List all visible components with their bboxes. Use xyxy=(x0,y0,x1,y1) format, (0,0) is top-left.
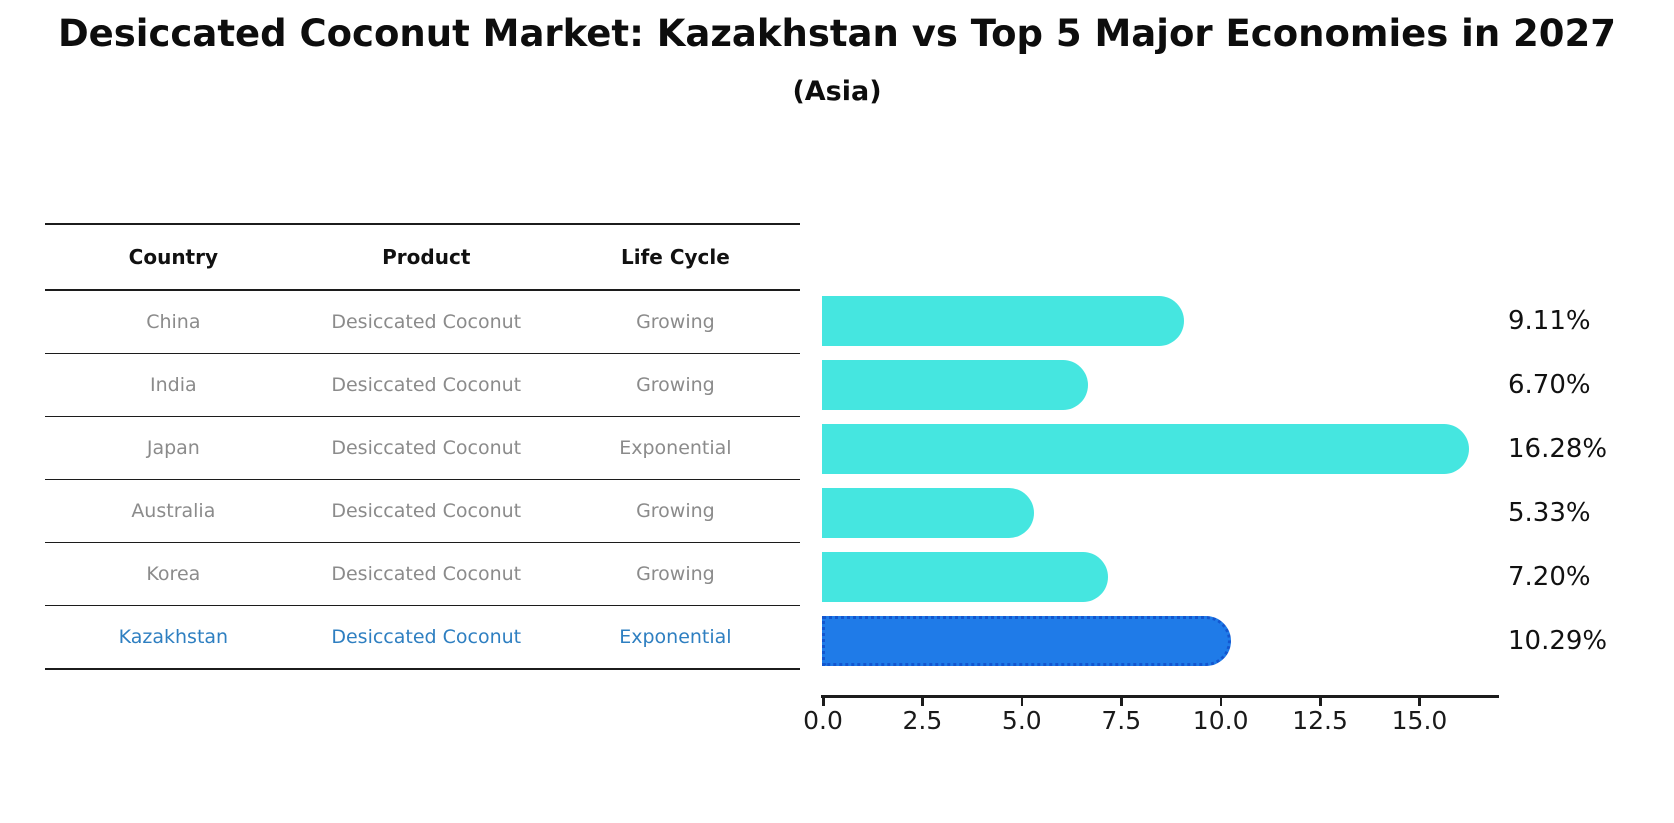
bar-india xyxy=(822,360,1089,410)
table-cell-country: Korea xyxy=(146,563,201,585)
value-label: 16.28% xyxy=(1508,434,1608,464)
x-axis-line xyxy=(821,695,1499,698)
table-cell-lifecycle: Exponential xyxy=(619,437,732,459)
table-cell-product: Desiccated Coconut xyxy=(331,626,522,648)
x-tick xyxy=(921,697,924,706)
bar-row xyxy=(822,609,1498,673)
table-cell-product: Desiccated Coconut xyxy=(331,563,522,585)
bar-row xyxy=(822,545,1498,609)
header-cell-country: Country xyxy=(128,245,219,269)
x-tick xyxy=(822,697,825,706)
bar-row xyxy=(822,353,1498,417)
table-cell-lifecycle: Growing xyxy=(636,374,715,396)
bar-row xyxy=(822,481,1498,545)
value-label: 5.33% xyxy=(1508,498,1591,528)
bar-row xyxy=(822,417,1498,481)
table-cell-product: Desiccated Coconut xyxy=(331,437,522,459)
value-label: 7.20% xyxy=(1508,562,1591,592)
header-cell-lifecycle: Life Cycle xyxy=(620,245,730,269)
table-row: Australia Desiccated Coconut Growing xyxy=(45,480,800,543)
x-tick xyxy=(1020,697,1024,706)
x-tick-label: 0.0 xyxy=(803,706,843,735)
page-title: Desiccated Coconut Market: Kazakhstan vs… xyxy=(57,12,1617,55)
table-cell-lifecycle: Growing xyxy=(636,311,715,333)
table-cell-country: India xyxy=(150,374,197,396)
table-row: Kazakhstan Desiccated Coconut Exponential xyxy=(45,606,800,668)
table-cell-product: Desiccated Coconut xyxy=(331,374,522,396)
table-cell-country: Japan xyxy=(146,437,200,459)
x-tick xyxy=(1120,697,1123,706)
x-tick-label: 2.5 xyxy=(902,706,943,735)
value-label: 6.70% xyxy=(1508,370,1591,400)
value-label: 10.29% xyxy=(1508,626,1608,656)
chart-subtitle: (Asia) xyxy=(792,76,882,107)
x-tick xyxy=(1319,697,1322,706)
x-tick xyxy=(1219,697,1223,706)
x-tick-label: 7.5 xyxy=(1101,706,1142,735)
bar-australia xyxy=(822,488,1034,538)
x-tick-label: 15.0 xyxy=(1391,706,1448,735)
table-row: China Desiccated Coconut Growing xyxy=(45,291,800,354)
table-cell-lifecycle: Exponential xyxy=(619,626,732,648)
table-cell-lifecycle: Growing xyxy=(636,563,715,585)
bar-china xyxy=(822,296,1185,346)
bar-kazakhstan xyxy=(822,616,1232,666)
bar-korea xyxy=(822,552,1109,602)
table-cell-country: China xyxy=(146,311,201,333)
data-table: Country Product Life Cycle China Desiccat… xyxy=(45,223,800,670)
x-tick xyxy=(1418,697,1421,706)
table-row: India Desiccated Coconut Growing xyxy=(45,354,800,417)
value-label: 9.11% xyxy=(1508,306,1591,336)
bar-row xyxy=(822,289,1498,353)
table-cell-country: Kazakhstan xyxy=(118,626,229,648)
table-cell-product: Desiccated Coconut xyxy=(331,500,522,522)
table-header-row: Country Product Life Cycle xyxy=(45,225,800,291)
table-cell-product: Desiccated Coconut xyxy=(331,311,522,333)
x-tick-label: 10.0 xyxy=(1192,706,1249,735)
table-row: Japan Desiccated Coconut Exponential xyxy=(45,417,800,480)
bar-plot-area xyxy=(822,289,1498,673)
table-cell-lifecycle: Growing xyxy=(636,500,715,522)
table-row: Korea Desiccated Coconut Growing xyxy=(45,543,800,606)
table-body: China Desiccated Coconut Growing India Desic… xyxy=(45,291,800,668)
table-cell-country: Australia xyxy=(131,500,216,522)
bar-japan xyxy=(822,424,1470,474)
x-tick-label: 5.0 xyxy=(1001,706,1042,735)
header-cell-product: Product xyxy=(382,245,471,269)
x-tick-label: 12.5 xyxy=(1292,706,1348,735)
